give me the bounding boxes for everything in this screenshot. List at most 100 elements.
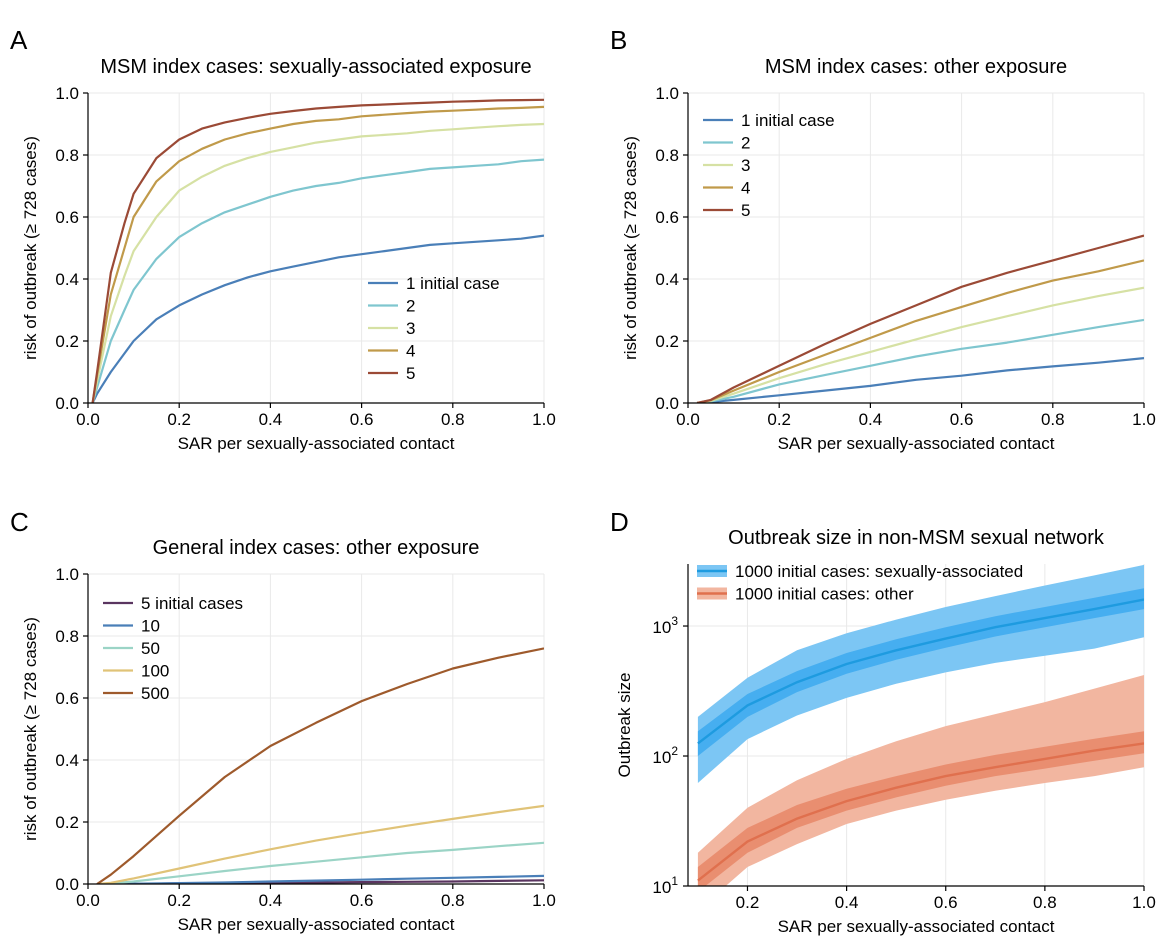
line-series-0	[697, 357, 1144, 403]
y-tick-label: 0.4	[55, 751, 79, 770]
y-tick-label: 1.0	[55, 84, 79, 103]
legend: 1000 initial cases: sexually-associated 1…	[697, 562, 1023, 604]
x-tick-label: 0.2	[167, 891, 191, 910]
y-tick-label: 1.0	[655, 84, 679, 103]
x-axis-label: SAR per sexually-associated contact	[178, 915, 455, 934]
x-tick-label: 0.8	[441, 410, 465, 429]
median-line-series-0	[697, 598, 1144, 745]
x-tick-label: 0.6	[950, 410, 974, 429]
panel-title: MSM index cases: sexually-associated exp…	[100, 56, 531, 78]
x-tick-label: 0.4	[259, 891, 283, 910]
x-axis-label: SAR per sexually-associated contact	[778, 434, 1055, 453]
y-axis-label: risk of outbreak (≥ 728 cases)	[21, 136, 40, 360]
y-tick-base: 10	[652, 878, 671, 897]
y-axis-label: risk of outbreak (≥ 728 cases)	[21, 617, 40, 841]
median-line-series-1	[697, 742, 1144, 882]
panel-a: A MSM index cases: sexually-associated ex…	[10, 25, 556, 453]
x-tick-label: 0.0	[76, 410, 100, 429]
plot-area	[96, 647, 544, 884]
legend-label: 2	[741, 134, 750, 153]
line-series-3	[91, 105, 544, 403]
y-tick-label: 103	[652, 614, 678, 637]
line-series-2	[696, 286, 1144, 403]
band-inner-series-1	[697, 731, 1144, 886]
y-tick-label: 0.2	[55, 332, 79, 351]
x-tick-label: 1.0	[532, 410, 556, 429]
line-series-2	[91, 122, 544, 403]
legend: 1 initial case 2 3 4 5	[368, 274, 500, 383]
x-tick-label: 0.2	[736, 893, 760, 912]
legend-label: 4	[406, 342, 415, 361]
y-tick-label: 0.4	[655, 270, 679, 289]
x-tick-label: 0.6	[350, 410, 374, 429]
x-tick-label: 0.6	[350, 891, 374, 910]
legend-label: 500	[141, 684, 169, 703]
panel-title: MSM index cases: other exposure	[765, 56, 1067, 78]
plot-area	[697, 564, 1144, 886]
x-tick-label: 0.6	[934, 893, 958, 912]
y-tick-base: 10	[652, 748, 671, 767]
legend: 5 initial cases 10 50 100 500	[103, 594, 243, 703]
y-tick-label: 0.8	[655, 146, 679, 165]
x-tick-label: 0.4	[259, 410, 283, 429]
x-axis-label: SAR per sexually-associated contact	[178, 434, 455, 453]
x-tick-label: 0.8	[1041, 410, 1065, 429]
legend-label: 100	[141, 662, 169, 681]
y-tick-label: 0.0	[655, 394, 679, 413]
y-axis-label: risk of outbreak (≥ 728 cases)	[621, 136, 640, 360]
legend-label: 3	[406, 319, 415, 338]
line-series-0	[91, 234, 544, 403]
y-tick-base: 10	[652, 618, 671, 637]
line-series-1	[91, 158, 544, 403]
x-tick-label: 1.0	[532, 891, 556, 910]
x-tick-label: 0.8	[1033, 893, 1057, 912]
x-tick-label: 0.0	[76, 891, 100, 910]
line-series-0	[97, 879, 544, 884]
legend-label: 50	[141, 639, 160, 658]
legend-label: 4	[741, 179, 750, 198]
legend-label: 1000 initial cases: other	[735, 585, 914, 604]
band-inner-series-0	[697, 588, 1144, 756]
legend-label: 2	[406, 297, 415, 316]
line-series-2	[97, 841, 544, 884]
y-tick-label: 0.0	[55, 394, 79, 413]
panel-title: Outbreak size in non-MSM sexual network	[728, 527, 1105, 549]
x-tick-label: 0.4	[835, 893, 859, 912]
x-axis-label: SAR per sexually-associated contact	[778, 917, 1055, 936]
legend-label: 10	[141, 617, 160, 636]
y-tick-label: 1.0	[55, 565, 79, 584]
line-series-4	[91, 98, 544, 403]
y-tick-label: 0.6	[55, 208, 79, 227]
x-tick-label: 0.8	[441, 891, 465, 910]
y-tick-label: 0.2	[655, 332, 679, 351]
y-tick-label: 0.2	[55, 813, 79, 832]
y-tick-label: 0.0	[55, 875, 79, 894]
legend: 1 initial case 2 3 4 5	[703, 111, 835, 220]
legend-label: 1 initial case	[406, 274, 500, 293]
y-tick-label: 101	[652, 874, 678, 897]
panel-letter: B	[610, 25, 627, 55]
line-series-4	[96, 647, 544, 884]
legend-label: 1000 initial cases: sexually-associated	[735, 562, 1023, 581]
legend-label: 3	[741, 156, 750, 175]
panel-letter: A	[10, 25, 28, 55]
panel-b: B MSM index cases: other exposure 0.0 0.2 0.…	[610, 25, 1156, 453]
legend-label: 1 initial case	[741, 111, 835, 130]
line-series-4	[696, 234, 1144, 403]
panel-d: D Outbreak size in non-MSM sexual network…	[610, 507, 1156, 936]
panel-letter: D	[610, 507, 629, 537]
y-tick-exponent: 1	[671, 874, 678, 888]
y-tick-exponent: 2	[671, 744, 678, 758]
x-tick-label: 0.2	[167, 410, 191, 429]
x-tick-label: 1.0	[1132, 893, 1156, 912]
y-axis-label: Outbreak size	[615, 673, 634, 778]
x-tick-label: 0.4	[859, 410, 883, 429]
line-series-1	[696, 318, 1144, 403]
line-series-3	[97, 804, 544, 884]
plot-area	[91, 98, 544, 403]
panel-title: General index cases: other exposure	[153, 537, 480, 559]
x-tick-label: 0.0	[676, 410, 700, 429]
x-tick-label: 1.0	[1132, 410, 1156, 429]
